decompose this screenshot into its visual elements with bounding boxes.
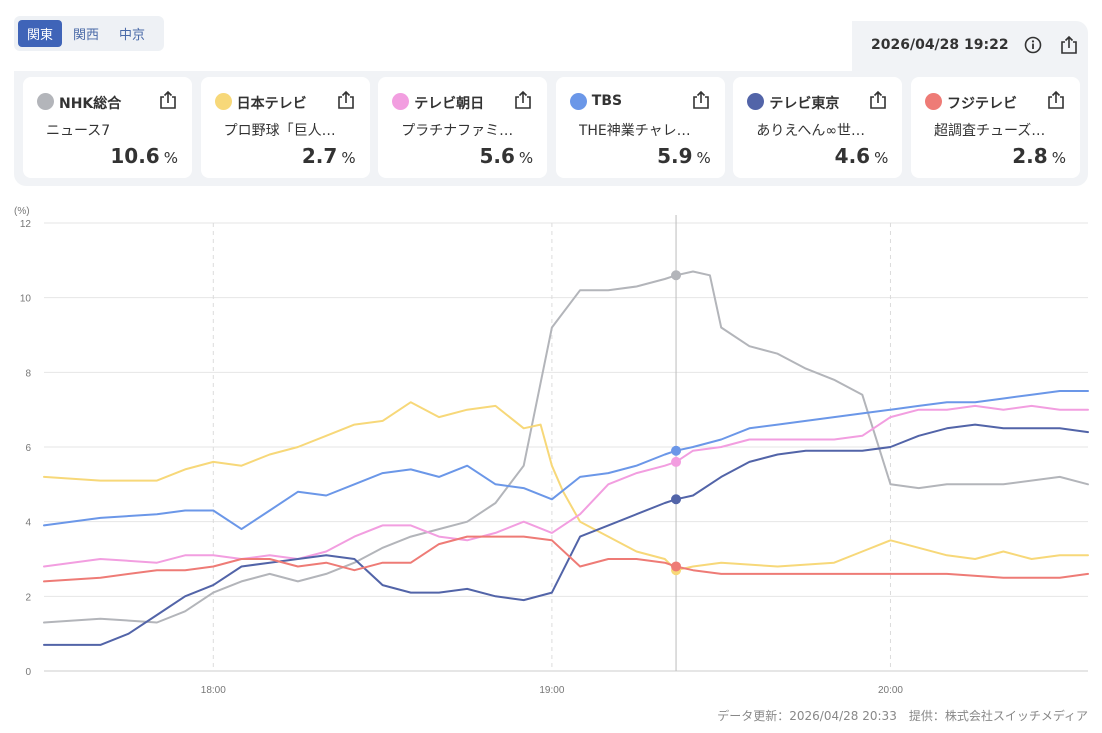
tab-kanto[interactable]: 関東 bbox=[18, 20, 63, 47]
station-name: テレビ朝日 bbox=[414, 96, 485, 112]
series-line-2 bbox=[43, 404, 1089, 568]
station-color-dot bbox=[392, 93, 410, 110]
rating-value: 2.7 bbox=[301, 144, 338, 168]
station-name: テレビ東京 bbox=[769, 96, 840, 112]
program-title: 超調査チューズ… bbox=[933, 123, 1046, 139]
rating-unit: % bbox=[518, 149, 534, 167]
station-name: フジテレビ bbox=[946, 96, 1017, 112]
footer-credit: データ更新：2026/04/28 20:33 提供：株式会社スイッチメディア bbox=[717, 709, 1088, 723]
viewership-line-chart: 0 2 4 6 8 10 12 (%) 18:00 19:00 20:00 bbox=[14, 206, 1089, 696]
rating-value: 10.6 bbox=[110, 144, 160, 168]
station-color-dot bbox=[214, 93, 232, 110]
rating-value: 5.6 bbox=[479, 144, 515, 168]
rating-unit: % bbox=[1051, 149, 1066, 167]
series-line-1 bbox=[43, 401, 1089, 572]
rating-unit: % bbox=[341, 149, 356, 167]
rating: 10.6% bbox=[110, 144, 178, 168]
program-title: THE神業チャレ… bbox=[578, 123, 691, 139]
cursor-point-2 bbox=[671, 456, 682, 467]
cursor-point-0 bbox=[671, 270, 682, 281]
cursor-point-5 bbox=[671, 561, 682, 572]
program-title: プラチナファミ… bbox=[401, 123, 514, 139]
rating-unit: % bbox=[874, 149, 889, 167]
y-tick-label: 2 bbox=[25, 592, 31, 603]
station-color-dot bbox=[924, 93, 942, 110]
y-tick-label: 8 bbox=[25, 368, 31, 379]
station-card-fuji-tv[interactable]: フジテレビ超調査チューズ… 2.8% bbox=[910, 77, 1080, 178]
y-unit-label: (%) bbox=[14, 206, 30, 217]
station-card-tbs[interactable]: TBS THE神業チャレ… 5.9% bbox=[555, 77, 725, 178]
tab-kansai[interactable]: 関西 bbox=[73, 28, 100, 43]
series-line-3 bbox=[43, 390, 1089, 531]
program-title: ニュース7 bbox=[46, 123, 111, 139]
share-icon[interactable] bbox=[513, 90, 533, 110]
cursor-point-4 bbox=[671, 494, 682, 505]
station-color-dot bbox=[569, 93, 587, 110]
station-name: NHK総合 bbox=[59, 96, 122, 112]
info-icon[interactable] bbox=[1024, 36, 1042, 54]
x-tick-label: 18:00 bbox=[201, 685, 226, 696]
series-line-5 bbox=[43, 535, 1089, 583]
tab-chukyo[interactable]: 中京 bbox=[119, 28, 146, 43]
share-icon[interactable] bbox=[691, 90, 711, 110]
station-card-ntv[interactable]: 日本テレビプロ野球「巨人… 2.7% bbox=[200, 77, 370, 178]
rating-value: 5.9 bbox=[657, 144, 693, 168]
rating: 5.9% bbox=[657, 144, 711, 168]
rating-value: 4.6 bbox=[834, 144, 871, 168]
program-title: プロ野球「巨人… bbox=[223, 123, 336, 139]
y-tick-label: 0 bbox=[25, 667, 31, 678]
share-icon[interactable] bbox=[1046, 90, 1066, 110]
cursor-point-3 bbox=[671, 445, 682, 456]
station-color-dot bbox=[37, 93, 54, 110]
station-card-nhk[interactable]: NHK総合ニュース7 10.6% bbox=[23, 77, 192, 178]
share-icon[interactable] bbox=[336, 90, 356, 110]
rating: 4.6% bbox=[835, 144, 889, 168]
y-tick-label: 6 bbox=[25, 443, 31, 454]
station-card-tv-asahi[interactable]: テレビ朝日プラチナファミ… 5.6% bbox=[378, 77, 548, 178]
rating: 2.7% bbox=[302, 144, 356, 168]
station-color-dot bbox=[747, 93, 765, 110]
y-tick-label: 12 bbox=[20, 219, 32, 230]
rating-unit: % bbox=[163, 149, 178, 167]
timestamp-row: 2026/04/28 19:22 bbox=[866, 32, 1079, 58]
rating: 2.8% bbox=[1012, 144, 1066, 168]
station-name: 日本テレビ bbox=[236, 96, 307, 112]
y-tick-label: 4 bbox=[25, 518, 31, 529]
share-icon[interactable] bbox=[1059, 35, 1079, 55]
series-line-0 bbox=[43, 270, 1089, 624]
series-line-4 bbox=[43, 423, 1089, 646]
region-tabs: 関東 関西 中京 bbox=[14, 16, 164, 51]
rating-value: 2.8 bbox=[1012, 144, 1048, 168]
timestamp: 2026/04/28 19:22 bbox=[871, 37, 1009, 53]
station-cards: NHK総合 ニュース7 10.6% 日本テレビ プロ野球「巨人… 2.7% テレビ朝日 プラチ… bbox=[23, 77, 1089, 178]
station-name: TBS bbox=[591, 93, 623, 109]
x-tick-label: 19:00 bbox=[539, 685, 564, 696]
share-icon[interactable] bbox=[158, 90, 178, 110]
x-tick-label: 20:00 bbox=[878, 685, 903, 696]
rating-unit: % bbox=[696, 149, 711, 167]
rating: 5.6% bbox=[479, 144, 533, 168]
station-card-tv-tokyo[interactable]: テレビ東京ありえへん∞世… 4.6% bbox=[733, 77, 903, 178]
y-tick-label: 10 bbox=[20, 294, 32, 305]
share-icon[interactable] bbox=[868, 90, 888, 110]
program-title: ありえへん∞世… bbox=[756, 123, 866, 139]
